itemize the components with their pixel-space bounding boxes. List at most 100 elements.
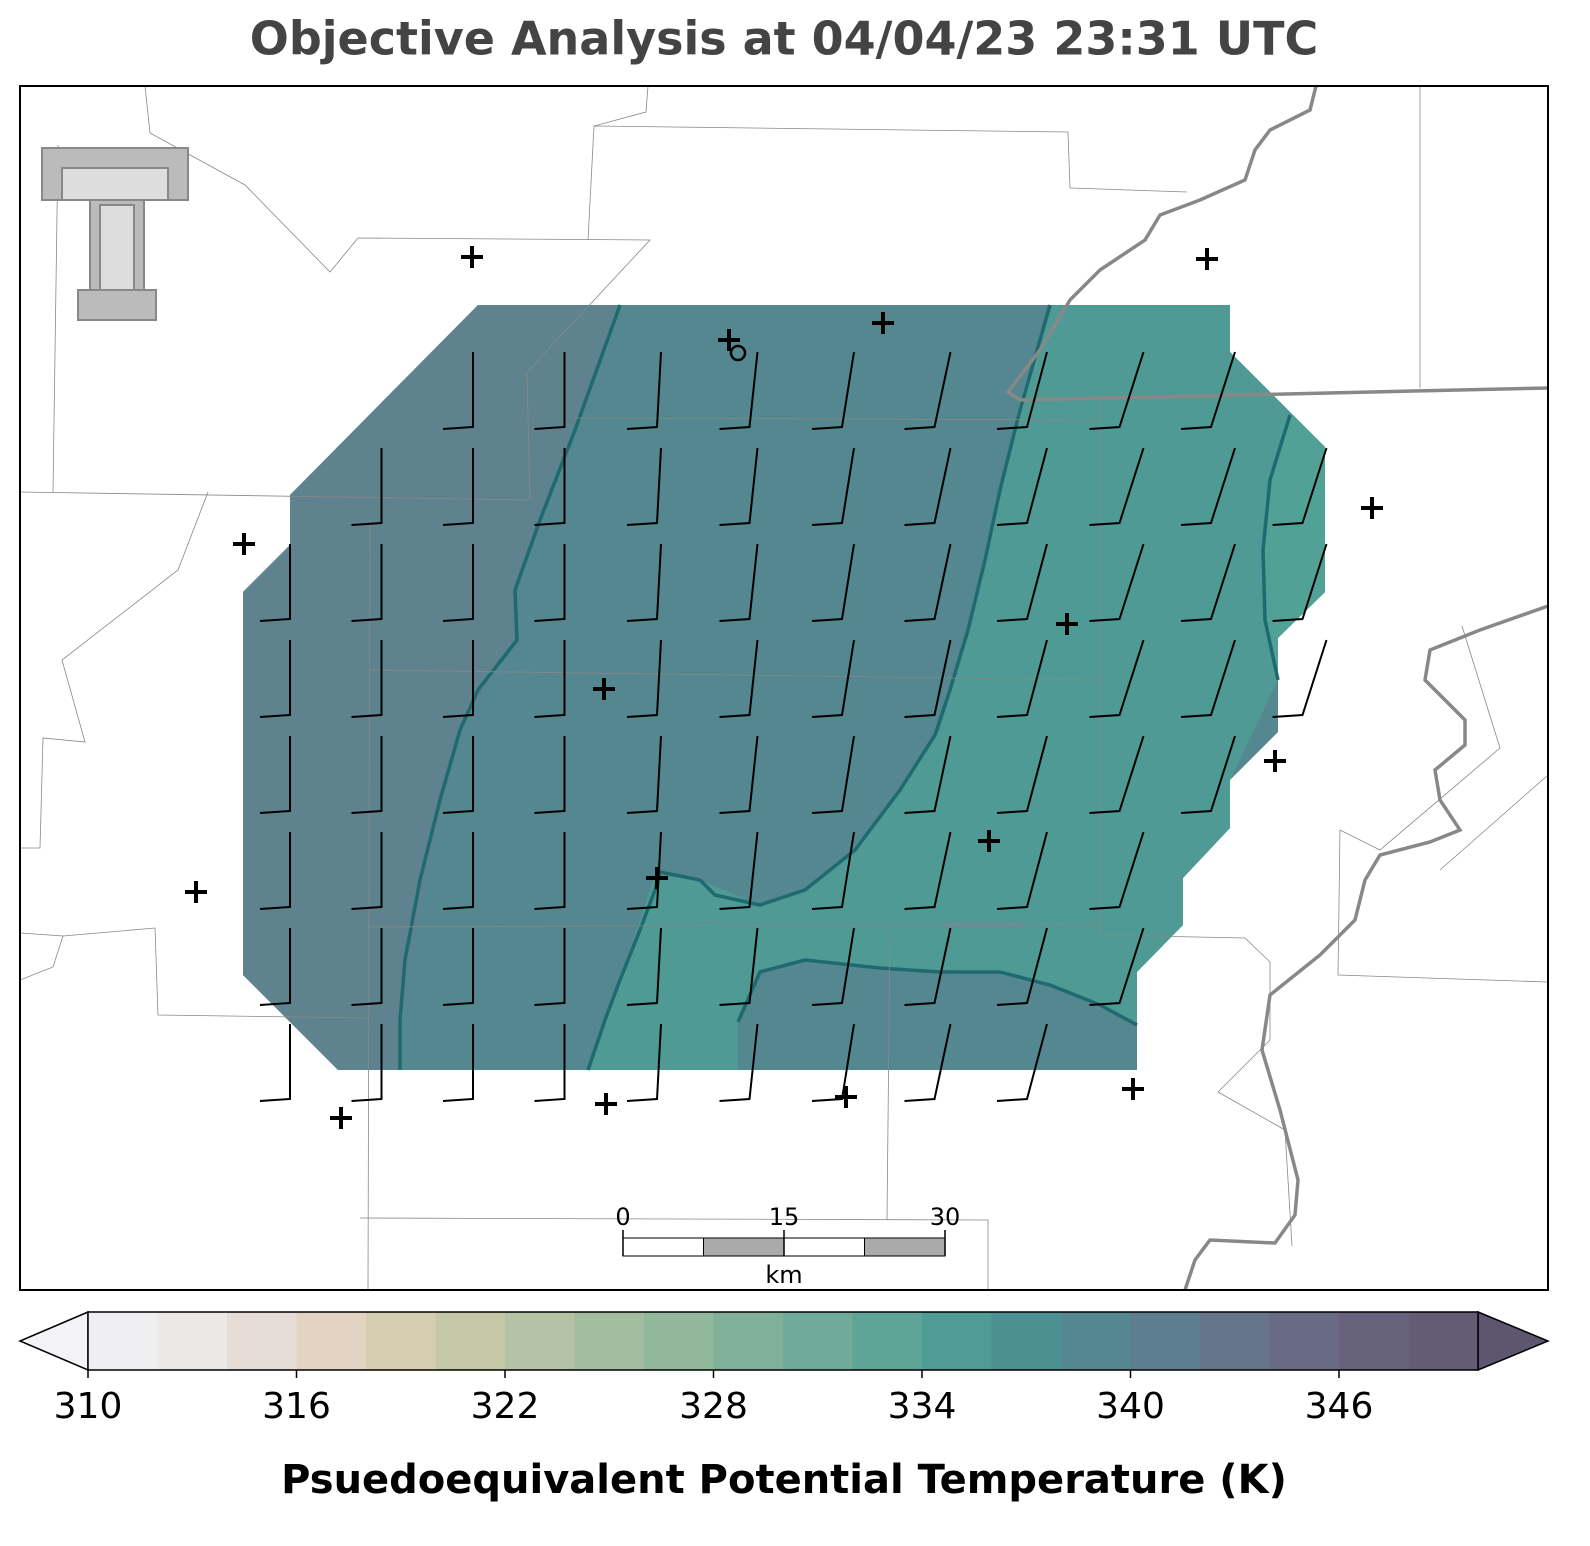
wind-barb: [811, 351, 855, 430]
wind-barb: [1180, 351, 1236, 430]
colorbar-bin: [1339, 1312, 1409, 1370]
wind-barb: [904, 447, 952, 526]
wind-barb: [259, 544, 291, 622]
scale-label: 30: [930, 1203, 961, 1231]
wind-barb: [626, 831, 662, 910]
wind-barb: [626, 927, 662, 1006]
station-marker: [233, 533, 255, 555]
title: Objective Analysis at 04/04/23 23:31 UTC: [250, 12, 1319, 66]
colorbar-bin: [991, 1312, 1062, 1370]
station-marker: [1264, 750, 1286, 772]
wind-barb: [719, 831, 759, 910]
wind-barb: [996, 639, 1048, 718]
scale-segment: [864, 1237, 946, 1257]
wind-barb: [442, 544, 474, 622]
scale-label: 0: [615, 1203, 630, 1231]
colorbar-bin: [366, 1312, 436, 1370]
county-boundaries: [20, 86, 1548, 1290]
colorbar-tick-label: 334: [888, 1386, 957, 1427]
wind-barb: [1180, 543, 1236, 622]
wind-barbs: [259, 351, 1328, 1102]
wind-barb: [442, 832, 474, 910]
wind-barb: [534, 928, 566, 1006]
colorbar-bin: [1130, 1312, 1201, 1370]
wind-barb: [811, 927, 855, 1006]
wind-barb: [351, 1024, 383, 1102]
colorbar-bin: [783, 1312, 853, 1370]
wind-barb: [1180, 639, 1236, 718]
wind-barb: [1089, 543, 1145, 622]
colorbar-bin: [852, 1312, 923, 1370]
station-marker: [595, 1093, 617, 1115]
wind-barb: [626, 1023, 662, 1102]
wind-barb: [259, 1024, 291, 1102]
wind-barb: [534, 832, 566, 910]
station-marker: [646, 867, 668, 889]
colorbar-bin: [296, 1312, 367, 1370]
wind-barb: [1089, 735, 1145, 814]
wind-barb: [811, 639, 855, 718]
colorbar-bin: [713, 1312, 784, 1370]
colorbar-bin: [435, 1312, 506, 1370]
station-marker: [461, 246, 483, 268]
field: [243, 305, 1325, 1070]
colorbar-bin: [922, 1312, 992, 1370]
colorbar-tick-label: 346: [1305, 1386, 1374, 1427]
colorbar-tick-label: 316: [262, 1386, 331, 1427]
wind-barb: [442, 448, 474, 526]
station-marker: [1196, 248, 1218, 270]
wind-barb: [259, 928, 291, 1006]
station-marker: [872, 312, 894, 334]
wind-barb: [351, 544, 383, 622]
wind-barb: [996, 1023, 1048, 1102]
wind-barb: [904, 927, 952, 1006]
wind-barb: [534, 448, 566, 526]
wind-barb: [534, 1024, 566, 1102]
wind-barb: [1089, 831, 1145, 910]
wind-barb: [904, 351, 952, 430]
wind-barb: [259, 832, 291, 910]
colorbar-bin: [1408, 1312, 1479, 1370]
wind-barb: [996, 831, 1048, 910]
wind-barb: [442, 640, 474, 718]
wind-barb: [996, 351, 1048, 430]
wind-barb: [904, 543, 952, 622]
wind-barb: [904, 639, 952, 718]
station-marker: [593, 678, 615, 700]
wind-barb: [996, 735, 1048, 814]
wind-barb: [996, 927, 1048, 1006]
scale-segment: [703, 1237, 785, 1257]
colorbar-over: [1477, 1310, 1550, 1372]
colorbar-frame: [87, 1311, 1479, 1371]
wind-barb: [1089, 447, 1145, 526]
wind-barb: [534, 640, 566, 718]
wind-barb: [442, 928, 474, 1006]
wind-barb: [351, 928, 383, 1006]
wind-barb: [719, 447, 759, 526]
wind-barb: [1272, 447, 1328, 526]
colorbar-bin: [644, 1312, 714, 1370]
wind-barb: [1272, 639, 1328, 718]
wind-barb: [904, 735, 952, 814]
scale-segment: [622, 1237, 704, 1257]
wind-barb: [534, 352, 566, 430]
wind-barb: [442, 352, 474, 430]
wind-barb: [1089, 927, 1145, 1006]
station-marker: [718, 329, 740, 351]
scale-label: 15: [769, 1203, 800, 1231]
station-marker: [1056, 613, 1078, 635]
wind-barb: [1089, 351, 1145, 430]
scale-unit: km: [765, 1261, 802, 1289]
wind-barb: [719, 543, 759, 622]
wind-barb: [442, 736, 474, 814]
scale-bar: 0 15 30 km: [615, 1203, 960, 1289]
colorbar-bin: [1269, 1312, 1340, 1370]
logo: [41, 147, 189, 321]
colorbar-under: [18, 1310, 89, 1372]
station-marker: [330, 1107, 352, 1129]
wind-barb: [626, 543, 662, 622]
colorbar-bin: [227, 1312, 297, 1370]
wind-barb: [626, 351, 662, 430]
wind-barb: [626, 639, 662, 718]
